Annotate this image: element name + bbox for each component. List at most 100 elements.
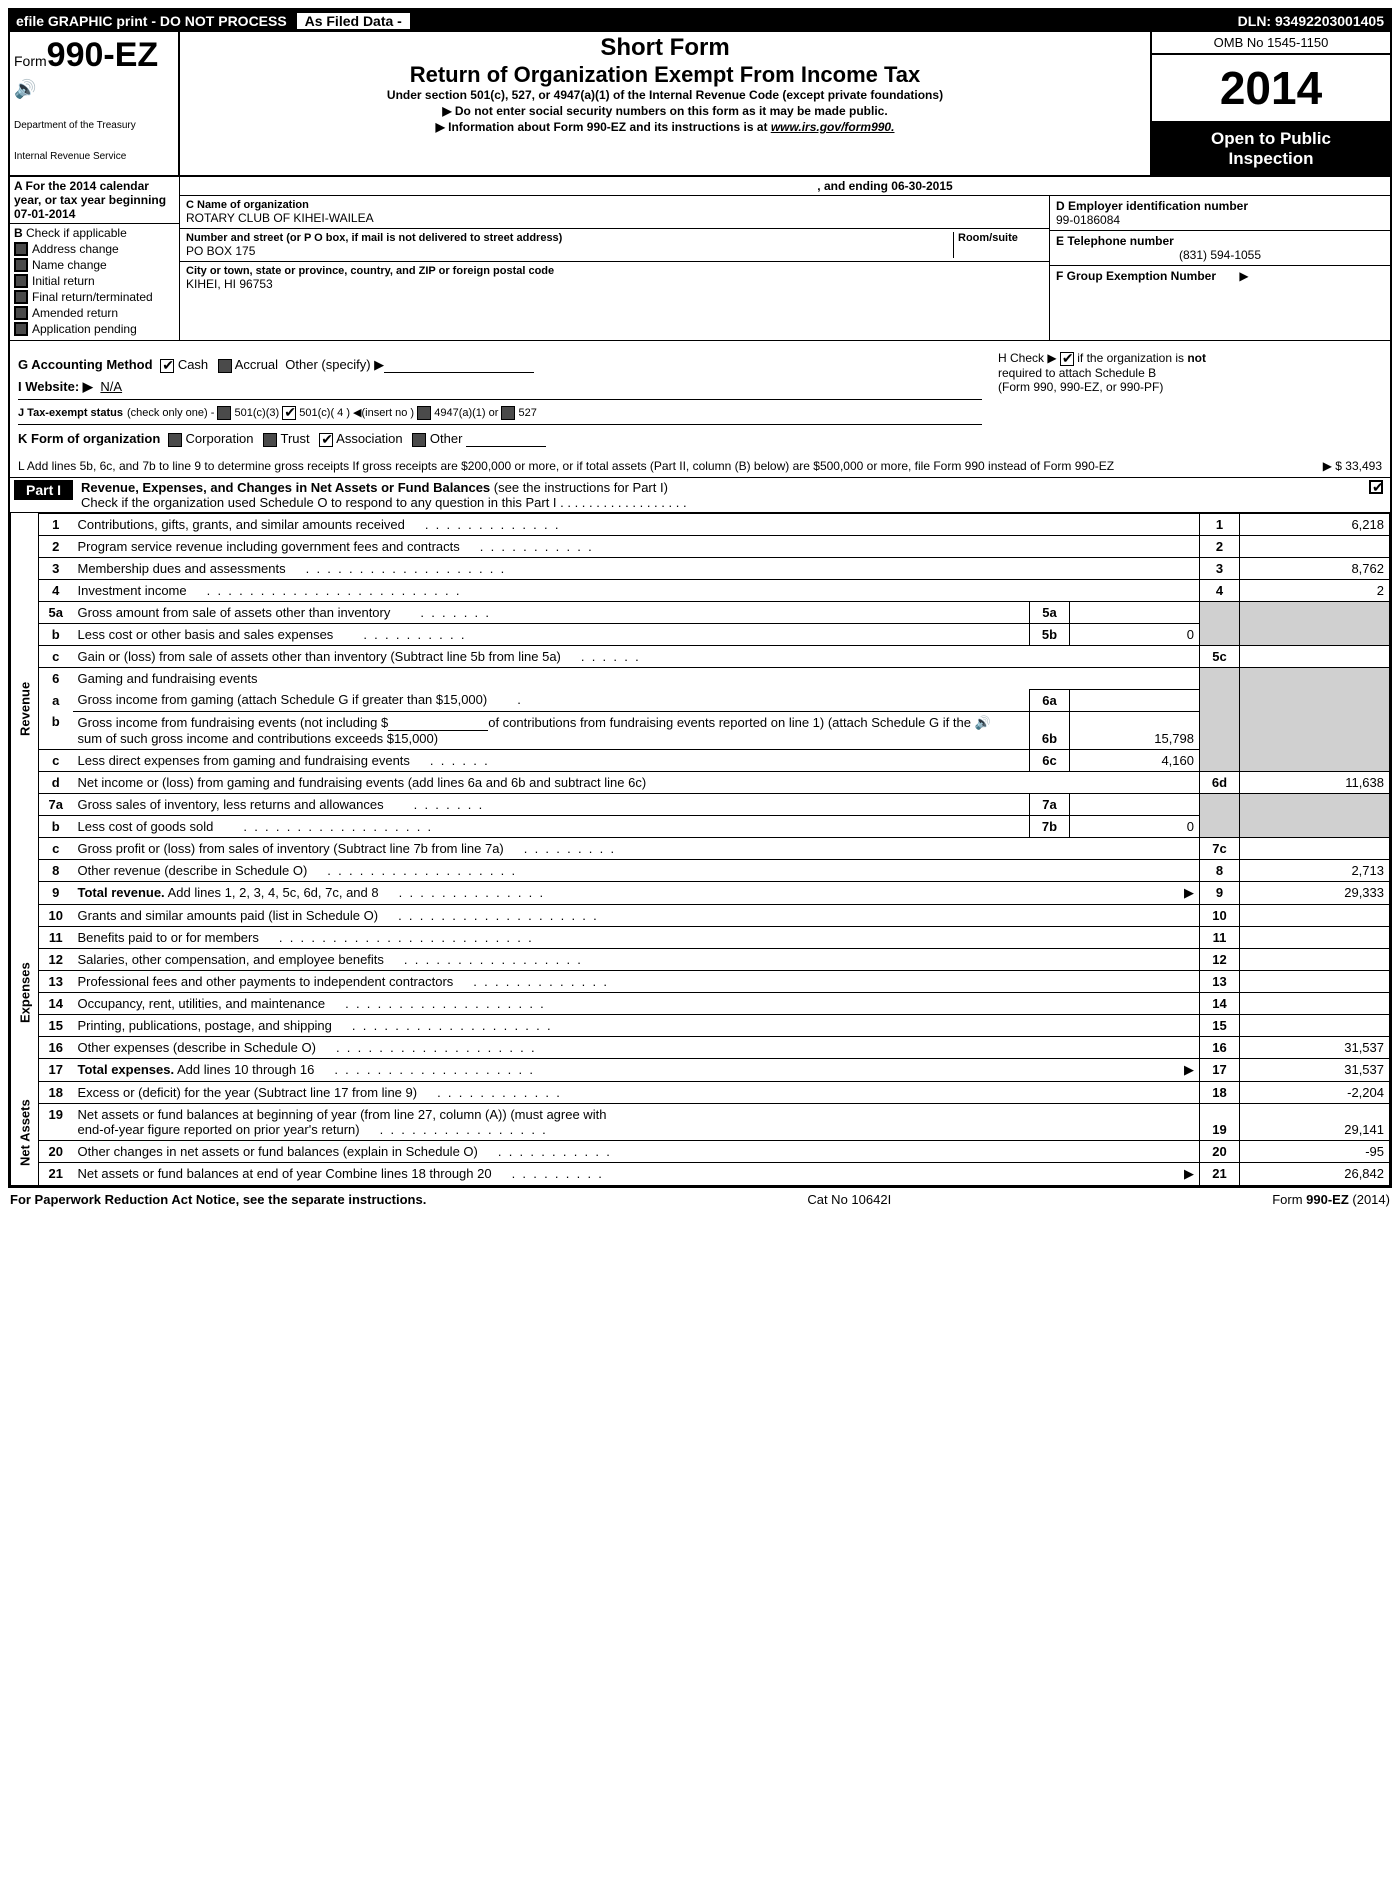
cb-527[interactable] [501, 406, 515, 420]
tax-year: 2014 [1152, 55, 1390, 123]
side-revenue: Revenue [11, 513, 39, 904]
cat-no: Cat No 10642I [807, 1192, 891, 1207]
row-2: 2 Program service revenue including gove… [11, 535, 1390, 557]
section-h: H Check ▶ if the organization is not req… [990, 341, 1390, 457]
efile-label: efile GRAPHIC print - DO NOT PROCESS As … [16, 13, 410, 29]
row-11: 11 Benefits paid to or for members. . . … [11, 926, 1390, 948]
row-10: Expenses 10 Grants and similar amounts p… [11, 904, 1390, 926]
row-5b: b Less cost or other basis and sales exp… [11, 623, 1390, 645]
section-g: G Accounting Method Cash Accrual Other (… [10, 341, 990, 457]
cb-assoc[interactable] [319, 433, 333, 447]
row-12: 12 Salaries, other compensation, and emp… [11, 948, 1390, 970]
phone-cell: E Telephone number (831) 594-1055 [1050, 231, 1390, 266]
row-7a: 7a Gross sales of inventory, less return… [11, 793, 1390, 815]
info-link-line: ▶ Information about Form 990-EZ and its … [210, 120, 1120, 134]
row-14: 14 Occupancy, rent, utilities, and maint… [11, 992, 1390, 1014]
sched-o-check[interactable] [1366, 480, 1386, 495]
side-netassets: Net Assets [11, 1081, 39, 1185]
cb-501c[interactable] [282, 406, 296, 420]
ein-cell: D Employer identification number 99-0186… [1050, 196, 1390, 231]
cb-4947[interactable] [417, 406, 431, 420]
section-j: J Tax-exempt status(check only one) - 50… [18, 406, 982, 425]
cb-initial-return[interactable]: Initial return [14, 274, 175, 288]
cb-cash[interactable] [160, 359, 174, 373]
row-6: 6 Gaming and fundraising events [11, 667, 1390, 689]
part-i-header: Part I Revenue, Expenses, and Changes in… [10, 478, 1390, 513]
section-b-label: B Check if applicable [14, 226, 175, 240]
row-15: 15 Printing, publications, postage, and … [11, 1014, 1390, 1036]
section-c: C Name of organization ROTARY CLUB OF KI… [180, 196, 1050, 340]
section-k: K Form of organization Corporation Trust… [18, 431, 982, 447]
cb-final-return[interactable]: Final return/terminated [14, 290, 175, 304]
cb-other-org[interactable] [412, 433, 426, 447]
row-6c: c Less direct expenses from gaming and f… [11, 749, 1390, 771]
row-19: 19 Net assets or fund balances at beginn… [11, 1103, 1390, 1140]
cb-sched-b[interactable] [1060, 352, 1074, 366]
cb-amended-return[interactable]: Amended return [14, 306, 175, 320]
cb-trust[interactable] [263, 433, 277, 447]
dln-label: DLN: 93492203001405 [1238, 13, 1384, 29]
dept-treasury: Department of the Treasury [14, 120, 174, 131]
side-expenses: Expenses [11, 904, 39, 1081]
form-ref: Form 990-EZ (2014) [1272, 1192, 1390, 1207]
cb-501c3[interactable] [217, 406, 231, 420]
row-6a: a Gross income from gaming (attach Sched… [11, 689, 1390, 711]
row-7c: c Gross profit or (loss) from sales of i… [11, 837, 1390, 859]
org-name-cell: C Name of organization ROTARY CLUB OF KI… [180, 196, 1049, 229]
row-16: 16 Other expenses (describe in Schedule … [11, 1036, 1390, 1058]
footer-row: For Paperwork Reduction Act Notice, see … [8, 1188, 1392, 1207]
header-right: OMB No 1545-1150 2014 Open to Public Ins… [1150, 32, 1390, 175]
cb-accrual[interactable] [218, 359, 232, 373]
filed-box: As Filed Data - [297, 13, 410, 29]
section-a-right: , and ending 06-30-2015 [180, 177, 1390, 196]
irs-label: Internal Revenue Service [14, 151, 174, 162]
row-1: Revenue 1 Contributions, gifts, grants, … [11, 513, 1390, 535]
header-center: Short Form Return of Organization Exempt… [180, 32, 1150, 175]
row-5a: 5a Gross amount from sale of assets othe… [11, 601, 1390, 623]
row-20: 20 Other changes in net assets or fund b… [11, 1140, 1390, 1162]
group-exemption-cell: F Group Exemption Number ▶ [1050, 266, 1390, 340]
section-a-left: A For the 2014 calendar year, or tax yea… [10, 177, 179, 224]
row-4: 4 Investment income. . . . . . . . . . .… [11, 579, 1390, 601]
ssn-warning: ▶ Do not enter social security numbers o… [210, 104, 1120, 118]
section-i: I Website: ▶ N/A [18, 379, 982, 400]
row-9: 9 Total revenue. Add lines 1, 2, 3, 4, 5… [11, 881, 1390, 904]
cb-application-pending[interactable]: Application pending [14, 322, 175, 336]
part-i-title: Revenue, Expenses, and Changes in Net As… [81, 480, 1366, 510]
row-17: 17 Total expenses. Add lines 10 through … [11, 1058, 1390, 1081]
row-21: 21 Net assets or fund balances at end of… [11, 1162, 1390, 1185]
mid-block-gh: G Accounting Method Cash Accrual Other (… [10, 341, 1390, 457]
open-to-public: Open to Public Inspection [1152, 123, 1390, 175]
main-table: Revenue 1 Contributions, gifts, grants, … [10, 513, 1390, 1186]
row-13: 13 Professional fees and other payments … [11, 970, 1390, 992]
cb-address-change[interactable]: Address change [14, 242, 175, 256]
row-3: 3 Membership dues and assessments. . . .… [11, 557, 1390, 579]
form-990ez: efile GRAPHIC print - DO NOT PROCESS As … [8, 8, 1392, 1188]
irs-logo-icon: 🔊 [14, 79, 174, 100]
cb-corp[interactable] [168, 433, 182, 447]
section-b: A For the 2014 calendar year, or tax yea… [10, 177, 180, 340]
irs-link[interactable]: www.irs.gov/form990. [771, 120, 895, 134]
section-de: D Employer identification number 99-0186… [1050, 196, 1390, 340]
row-5c: c Gain or (loss) from sale of assets oth… [11, 645, 1390, 667]
short-form-title: Short Form [210, 34, 1120, 62]
row-6d: d Net income or (loss) from gaming and f… [11, 771, 1390, 793]
cb-name-change[interactable]: Name change [14, 258, 175, 272]
city-cell: City or town, state or province, country… [180, 262, 1049, 294]
main-title: Return of Organization Exempt From Incom… [210, 62, 1120, 88]
row-8: 8 Other revenue (describe in Schedule O)… [11, 859, 1390, 881]
info-block: A For the 2014 calendar year, or tax yea… [10, 177, 1390, 341]
row-7b: b Less cost of goods sold. . . . . . . .… [11, 815, 1390, 837]
omb-number: OMB No 1545-1150 [1152, 32, 1390, 55]
paperwork-notice: For Paperwork Reduction Act Notice, see … [10, 1192, 426, 1207]
header-left: Form990-EZ 🔊 Department of the Treasury … [10, 32, 180, 175]
form-number: Form990-EZ [14, 36, 174, 75]
part-i-badge: Part I [14, 480, 73, 500]
street-cell: Number and street (or P O box, if mail i… [180, 229, 1049, 262]
row-6b: b Gross income from fundraising events (… [11, 711, 1390, 749]
col-cde: , and ending 06-30-2015 C Name of organi… [180, 177, 1390, 340]
section-l: L Add lines 5b, 6c, and 7b to line 9 to … [10, 457, 1390, 478]
top-bar: efile GRAPHIC print - DO NOT PROCESS As … [10, 10, 1390, 32]
subtitle: Under section 501(c), 527, or 4947(a)(1)… [210, 88, 1120, 102]
header-row: Form990-EZ 🔊 Department of the Treasury … [10, 32, 1390, 177]
